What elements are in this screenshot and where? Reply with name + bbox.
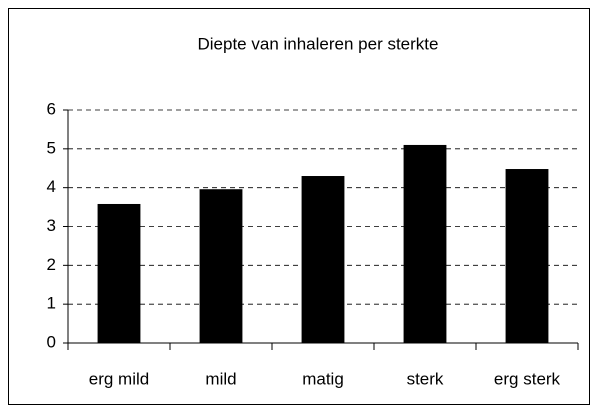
y-tick-label: 4 bbox=[47, 177, 56, 196]
x-tick-label: sterk bbox=[407, 369, 444, 388]
y-tick-label: 6 bbox=[47, 99, 56, 118]
y-tick-label: 2 bbox=[47, 255, 56, 274]
bar bbox=[199, 189, 243, 343]
y-tick-label: 3 bbox=[47, 216, 56, 235]
y-tick-label: 5 bbox=[47, 138, 56, 157]
chart-title: Diepte van inhaleren per sterkte bbox=[198, 34, 439, 53]
bar bbox=[97, 203, 141, 343]
bar bbox=[403, 144, 447, 343]
x-tick-label: matig bbox=[302, 369, 344, 388]
bar bbox=[301, 176, 345, 343]
y-tick-label: 1 bbox=[47, 294, 56, 313]
chart-border bbox=[8, 8, 590, 405]
x-tick-label: mild bbox=[205, 369, 236, 388]
bar bbox=[505, 169, 549, 343]
x-tick-label: erg sterk bbox=[494, 369, 561, 388]
x-tick-label: erg mild bbox=[89, 369, 149, 388]
y-tick-label: 0 bbox=[47, 332, 56, 351]
